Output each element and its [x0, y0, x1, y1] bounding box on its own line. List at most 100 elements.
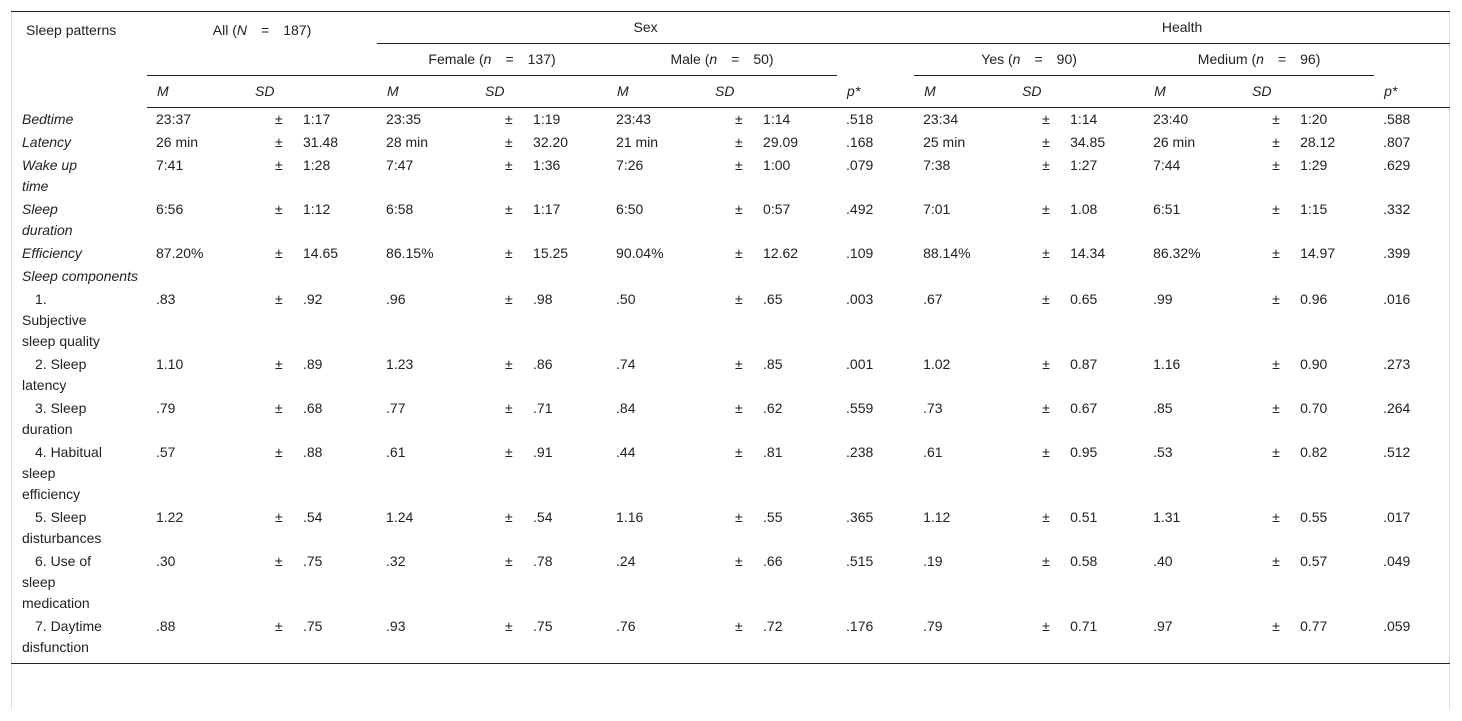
sd-value: 0.82 — [1300, 444, 1328, 460]
mean-value: .24 — [616, 553, 636, 569]
mean-value: .96 — [386, 291, 406, 307]
p-value: .001 — [846, 356, 874, 372]
table-row: 3. Sleep duration .79 ± .68 .77 ± .71 .84 ± .62 .5… — [11, 397, 1450, 441]
sd-value: 0:57 — [763, 201, 791, 217]
column-label: SD — [255, 83, 275, 99]
header-row: M SD M SD M SD p* M SD M SD p* — [11, 75, 1451, 108]
p-value: .399 — [1383, 245, 1411, 261]
plus-minus: ± — [735, 111, 743, 127]
group-name: Male ( — [670, 51, 710, 67]
p-value: .079 — [846, 157, 874, 173]
sd-value: 28.12 — [1300, 134, 1336, 150]
group-symbol: N — [236, 22, 248, 38]
mean-value: 23:43 — [616, 111, 652, 127]
group-equals: = — [261, 22, 270, 38]
column-label: SD — [1252, 83, 1272, 99]
plus-minus: ± — [1042, 245, 1050, 261]
sd-value: 0.96 — [1300, 291, 1328, 307]
plus-minus: ± — [1042, 553, 1050, 569]
sd-value: .78 — [533, 553, 553, 569]
mean-value: .79 — [156, 400, 176, 416]
plus-minus: ± — [735, 201, 743, 217]
sd-value: .86 — [533, 356, 553, 372]
p-value: .512 — [1383, 444, 1411, 460]
sd-value: .54 — [533, 509, 553, 525]
p-value: .003 — [846, 291, 874, 307]
mean-value: .76 — [616, 618, 636, 634]
mean-value: 26 min — [1153, 134, 1196, 150]
p-value: .168 — [846, 134, 874, 150]
plus-minus: ± — [1272, 618, 1280, 634]
plus-minus: ± — [505, 444, 513, 460]
row-label: 7. Daytime disfunction — [22, 618, 102, 655]
plus-minus: ± — [505, 245, 513, 261]
mean-value: .88 — [156, 618, 176, 634]
column-header: M SD — [377, 75, 608, 108]
plus-minus: ± — [1272, 134, 1280, 150]
group-header: All (N = 187) — [147, 11, 378, 76]
mean-value: 6:50 — [616, 201, 644, 217]
sd-value: .62 — [763, 400, 783, 416]
sd-value: .81 — [763, 444, 783, 460]
sd-value: 0.77 — [1300, 618, 1328, 634]
plus-minus: ± — [275, 245, 283, 261]
sd-value: .71 — [533, 400, 553, 416]
table-row: 1. Subjective sleep quality .83 ± .92 .96 ± .9… — [11, 288, 1450, 353]
table-row: 4. Habitual sleep efficiency .57 ± .88 .61 ±.… — [11, 441, 1450, 506]
sd-value: 0.70 — [1300, 400, 1328, 416]
sd-value: 1:15 — [1300, 201, 1328, 217]
p-value: .017 — [1383, 509, 1411, 525]
mean-value: 1.10 — [156, 356, 184, 372]
table-row: Latency 26 min ±31.48 28 min ±32.20 21 min ±29… — [11, 131, 1450, 154]
mean-value: .83 — [156, 291, 176, 307]
plus-minus: ± — [1272, 201, 1280, 217]
column-label: SD — [1022, 83, 1042, 99]
column-label: M — [157, 83, 169, 99]
mean-value: .77 — [386, 400, 406, 416]
sd-value: 0.51 — [1070, 509, 1098, 525]
sd-value: .98 — [533, 291, 553, 307]
sd-value: .75 — [533, 618, 553, 634]
mean-value: .99 — [1153, 291, 1173, 307]
group-count: 187) — [283, 22, 312, 38]
mean-value: 23:34 — [923, 111, 959, 127]
plus-minus: ± — [735, 553, 743, 569]
column-label: M — [924, 83, 936, 99]
p-value: .559 — [846, 400, 874, 416]
plus-minus: ± — [735, 618, 743, 634]
sd-value: .85 — [763, 356, 783, 372]
mean-value: .61 — [386, 444, 406, 460]
column-header: M SD — [1144, 75, 1375, 108]
column-header: M SD — [147, 75, 378, 108]
mean-value: .93 — [386, 618, 406, 634]
p-value: .588 — [1383, 111, 1411, 127]
plus-minus: ± — [275, 444, 283, 460]
sd-value: 1:17 — [303, 111, 331, 127]
p-value: .109 — [846, 245, 874, 261]
p-value: .332 — [1383, 201, 1411, 217]
p-value: .515 — [846, 553, 874, 569]
empty-cell — [837, 44, 914, 76]
plus-minus: ± — [735, 444, 743, 460]
mean-value: .79 — [923, 618, 943, 634]
group-symbol: n — [1256, 51, 1264, 67]
row-label: Latency — [22, 134, 72, 150]
mean-value: .30 — [156, 553, 176, 569]
p-value: .016 — [1383, 291, 1411, 307]
plus-minus: ± — [505, 356, 513, 372]
sd-value: 15.25 — [533, 245, 569, 261]
row-label: 1. Subjective sleep quality — [22, 291, 100, 349]
mean-value: .74 — [616, 356, 636, 372]
sd-value: 1:36 — [533, 157, 561, 173]
mean-value: 25 min — [923, 134, 966, 150]
column-label: M — [1154, 83, 1166, 99]
plus-minus: ± — [1042, 618, 1050, 634]
mean-value: 1.02 — [923, 356, 951, 372]
group-header: Yes (n = 90) — [914, 43, 1145, 76]
sd-value: 1:19 — [533, 111, 561, 127]
plus-minus: ± — [1042, 356, 1050, 372]
plus-minus: ± — [505, 553, 513, 569]
section-header: Sex — [377, 11, 915, 44]
mean-value: 1.23 — [386, 356, 414, 372]
